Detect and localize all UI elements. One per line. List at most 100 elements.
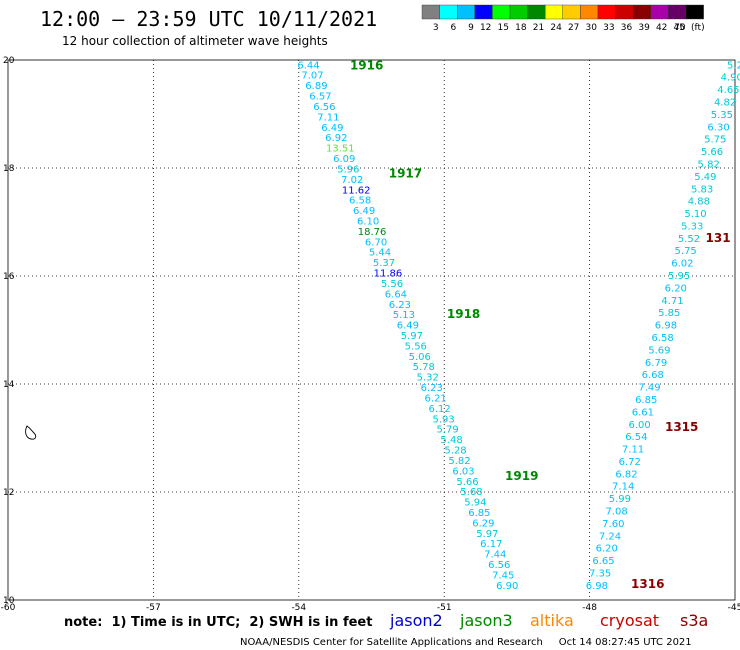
wave-height-value: 4.82 [714, 98, 736, 109]
wave-height-value: 6.98 [586, 581, 608, 592]
wave-height-value: 5.96 [337, 164, 359, 175]
wave-height-value: 6.03 [452, 466, 474, 477]
plot-area: -60 -57 -54 -51 -48 -45 10 12 14 16 18 20 [1, 56, 740, 613]
pass-time-label: 1316 [631, 577, 664, 591]
wave-height-value: 11.62 [342, 185, 371, 196]
wave-height-value: 5.56 [405, 341, 427, 352]
data-marks: 6.447.076.896.576.567.116.496.9213.516.0… [297, 58, 740, 591]
legend-bin-label: 21 [533, 23, 544, 33]
wave-height-value: 6.82 [615, 469, 637, 480]
wave-height-value: 5.82 [448, 456, 470, 467]
wave-height-value: 6.44 [297, 60, 319, 71]
legend-bin-label: 42 [656, 23, 667, 33]
wave-height-value: 6.70 [365, 237, 387, 248]
wave-height-value: 7.60 [602, 519, 624, 530]
wave-height-value: 5.94 [464, 498, 486, 509]
legend-bin-label: 15 [498, 23, 509, 33]
wave-height-value: 6.23 [421, 383, 443, 394]
wave-height-value: 6.00 [628, 420, 650, 431]
wave-height-value: 5.48 [440, 435, 462, 446]
chart-subtitle: 12 hour collection of altimeter wave hei… [62, 34, 328, 48]
x-tick-label: -57 [146, 603, 161, 613]
x-tick-label: -48 [582, 603, 597, 613]
wave-height-value: 6.92 [325, 133, 347, 144]
wave-height-value: 5.78 [413, 362, 435, 373]
wave-height-value: 5.82 [698, 159, 720, 170]
wave-height-value: 18.76 [358, 227, 387, 238]
chart-note: note: 1) Time is in UTC; 2) SWH is in fe… [64, 615, 372, 630]
wave-height-value: 6.56 [488, 560, 510, 571]
y-tick-label: 16 [3, 272, 15, 282]
wave-height-value: 6.09 [333, 154, 355, 165]
wave-height-value: 6.61 [632, 407, 654, 418]
wave-height-value: 6.21 [425, 393, 447, 404]
wave-height-value: 5.97 [401, 331, 423, 342]
satellite-label: jason3 [459, 611, 513, 630]
wave-height-value: 5.66 [701, 147, 723, 158]
wave-height-value: 6.89 [305, 81, 327, 92]
legend-bin-label: 30 [586, 23, 598, 33]
wave-height-value: 6.02 [671, 259, 693, 270]
legend-bin-label: 39 [638, 23, 650, 33]
satellite-label: s3a [680, 611, 708, 630]
wave-height-value: 7.02 [341, 175, 363, 186]
legend-bin-label: 6 [450, 23, 456, 33]
wave-height-value: 5.75 [675, 246, 697, 257]
wave-height-value: 6.23 [389, 300, 411, 311]
legend-swatch [650, 4, 669, 20]
legend-bin-label: 9 [468, 23, 474, 33]
wave-height-value: 6.65 [592, 556, 614, 567]
wave-height-value: 6.20 [596, 544, 618, 555]
wave-height-value: 5.85 [658, 308, 680, 319]
wave-height-value: 6.49 [353, 206, 375, 217]
wave-height-value: 5.56 [381, 279, 403, 290]
y-tick-label: 14 [3, 380, 15, 390]
wave-height-value: 6.49 [397, 321, 419, 332]
pass-time-label: 1919 [505, 469, 538, 483]
wave-height-value: 5.93 [432, 414, 454, 425]
legend-units-label: (ft) [691, 23, 705, 33]
legend-bin-label: 18 [515, 23, 527, 33]
y-tick-label: 12 [3, 488, 14, 498]
legend-swatch [474, 4, 493, 20]
pass-time-label: 1916 [350, 58, 383, 72]
wave-height-value: 7.24 [599, 531, 621, 542]
wave-height-value: 6.30 [707, 122, 729, 133]
wave-height-value: 5.35 [711, 110, 733, 121]
wave-height-value: 6.58 [652, 333, 674, 344]
satellite-label: cryosat [600, 611, 659, 630]
legend-swatch [580, 4, 599, 20]
wave-height-value: 5.95 [668, 271, 690, 282]
legend-bin-label: 24 [550, 23, 562, 33]
wave-height-value: 5.37 [373, 258, 395, 269]
legend-bin-label: 3 [433, 23, 439, 33]
wave-height-value: 7.35 [589, 568, 611, 579]
wave-height-value: 6.10 [357, 216, 379, 227]
pass-time-label: 131 [706, 231, 731, 245]
y-tick-label: 18 [3, 164, 15, 174]
legend-bin-label: 33 [603, 23, 614, 33]
wave-height-value: 6.57 [309, 92, 331, 103]
legend-swatch [421, 4, 440, 20]
wave-height-value: 4.90 [721, 73, 740, 84]
legend-swatch [668, 4, 687, 20]
wave-height-value: 6.85 [468, 508, 490, 519]
legend-swatch [597, 4, 616, 20]
legend-swatch [633, 4, 652, 20]
wave-height-value: 7.08 [605, 507, 627, 518]
wave-height-value: 5.66 [456, 477, 478, 488]
wave-height-value: 5.28 [444, 446, 466, 457]
wave-height-value: 6.72 [619, 457, 641, 468]
wave-height-value: 4.71 [661, 296, 683, 307]
wave-height-value: 7.45 [492, 570, 514, 581]
wave-height-value: 5.33 [681, 221, 703, 232]
island-outline [25, 425, 37, 440]
legend-bin-label: 70 [674, 23, 686, 33]
wave-height-value: 5.75 [704, 135, 726, 146]
wave-height-value: 6.85 [635, 395, 657, 406]
pass-time-label: 1315 [665, 420, 698, 434]
satellite-label: altika [530, 611, 574, 630]
wave-height-value: 4.65 [717, 85, 739, 96]
wave-height-value: 5.68 [460, 487, 482, 498]
pass-time-label: 1918 [447, 307, 480, 321]
